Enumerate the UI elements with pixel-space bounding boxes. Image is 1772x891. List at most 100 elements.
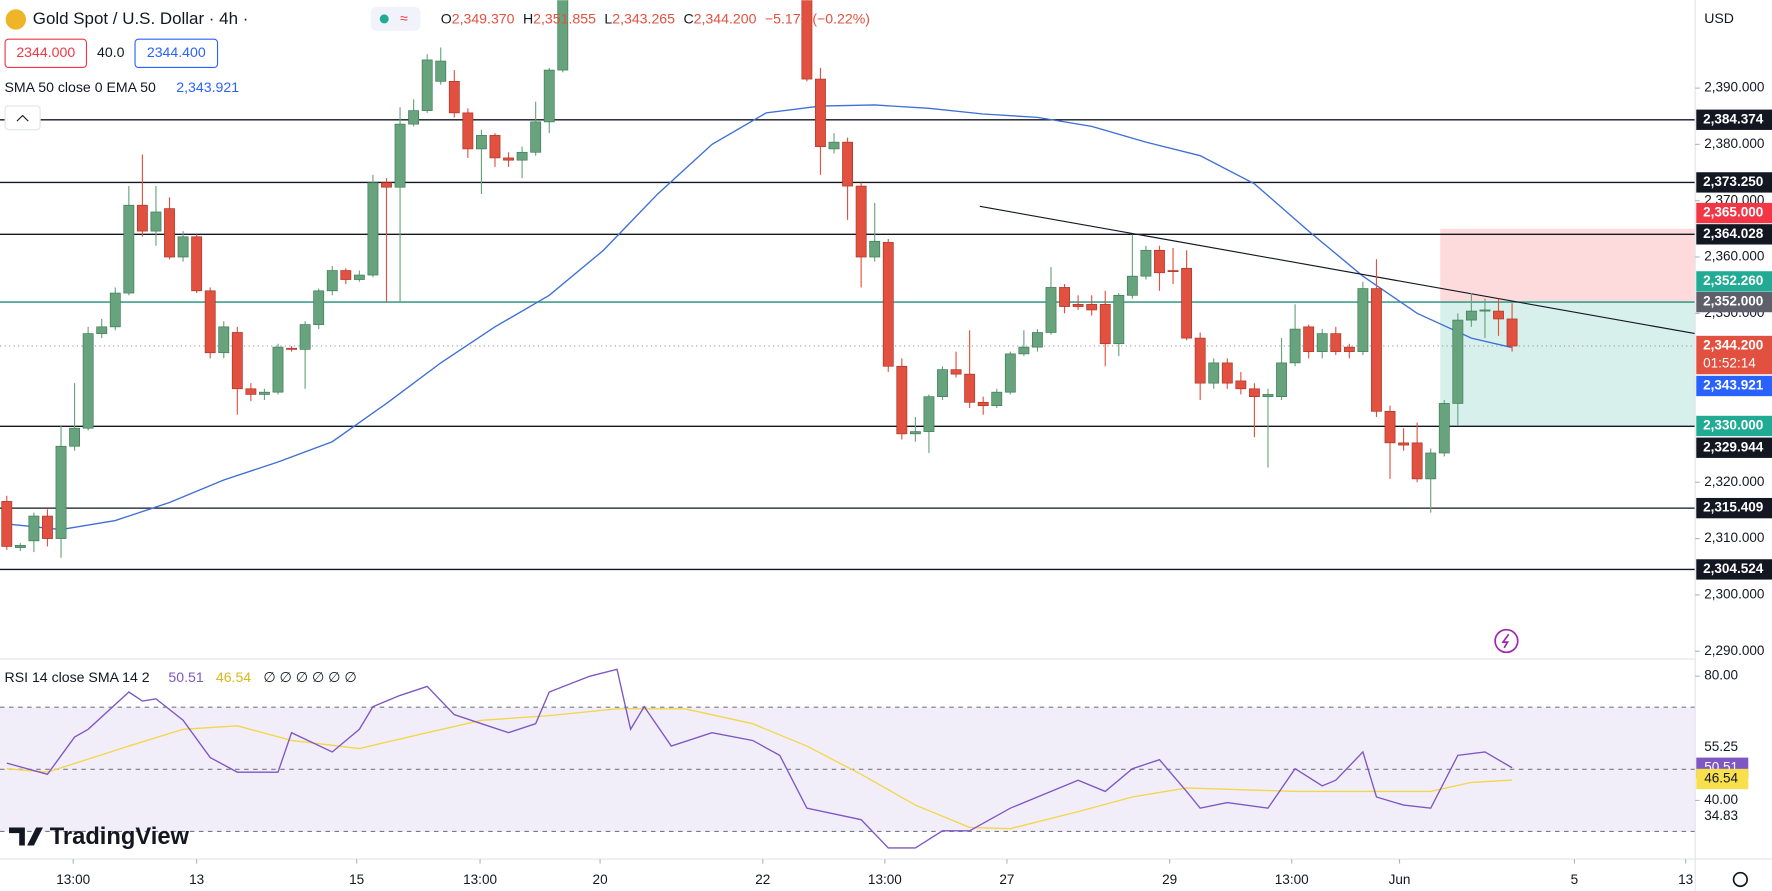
status-icon: ≈ xyxy=(400,10,408,26)
candle-body xyxy=(1452,319,1464,404)
candle-body xyxy=(1086,303,1098,311)
currency[interactable]: USD xyxy=(1704,10,1734,26)
candle-body xyxy=(1303,326,1315,352)
candle-body xyxy=(1032,332,1043,348)
candle-body xyxy=(272,346,284,393)
candle-body xyxy=(1384,410,1396,444)
candle-body xyxy=(204,290,216,354)
candle-body xyxy=(1316,333,1328,352)
candle-body xyxy=(475,135,487,150)
price-badge-label: 2,343.921 xyxy=(1703,378,1764,393)
price-badge-label: 2,365.000 xyxy=(1703,205,1763,220)
y-tick-label: 2,310.000 xyxy=(1704,530,1764,545)
price-badge-label: 2,304.524 xyxy=(1703,561,1764,576)
candle-body xyxy=(1479,309,1491,312)
candle-body xyxy=(313,290,325,325)
candle-body xyxy=(909,431,921,435)
candle-body xyxy=(977,401,989,407)
ohlc-value: 2,343.265 xyxy=(612,10,675,26)
stop-zone xyxy=(1440,228,1696,303)
candle-body xyxy=(462,112,474,150)
price-badge xyxy=(1696,291,1772,313)
candle-body xyxy=(489,135,501,159)
x-tick-label: 15 xyxy=(349,872,364,887)
axes: 2,390.0002,380.0002,370.0002,360.0002,35… xyxy=(56,80,1772,887)
ohlc-key: C xyxy=(683,10,693,26)
y-tick-label: 80.00 xyxy=(1704,668,1738,683)
candle-body xyxy=(1181,267,1193,339)
candle-body xyxy=(1289,328,1301,364)
candle-body xyxy=(1167,270,1179,273)
candle-body xyxy=(367,182,379,276)
candle-body xyxy=(421,59,433,111)
candle-body xyxy=(869,240,881,258)
candle-body xyxy=(14,545,26,548)
candle-body xyxy=(937,369,948,398)
ohlc-key: H xyxy=(523,10,533,26)
candle-body xyxy=(1113,294,1125,345)
rsi-sma-value: 46.54 xyxy=(216,669,251,685)
candle-body xyxy=(1248,388,1260,398)
price-badge-label: 2,384.374 xyxy=(1703,111,1764,126)
sell-price: 2344.000 xyxy=(16,44,75,60)
price-badge xyxy=(1696,497,1772,519)
price-badge xyxy=(1696,202,1772,224)
candle-body xyxy=(950,369,962,375)
candle-body xyxy=(42,515,53,539)
buy-button[interactable] xyxy=(134,38,219,69)
x-tick-label: 13 xyxy=(1678,872,1693,887)
candle-body xyxy=(842,141,854,187)
price-badge xyxy=(1696,109,1772,130)
trend-line xyxy=(979,205,1696,335)
candle-body xyxy=(1465,310,1477,321)
x-tick-label: 13:00 xyxy=(868,872,902,887)
price-badge-label: 2,364.028 xyxy=(1703,226,1764,241)
collapse-button[interactable] xyxy=(4,105,41,131)
price-badge xyxy=(1696,437,1772,458)
price-badge xyxy=(1696,271,1772,292)
y-tick-label: 2,380.000 xyxy=(1704,136,1764,151)
alert-icon[interactable] xyxy=(1494,628,1519,654)
candle-body xyxy=(1045,287,1057,333)
rsi-badge xyxy=(1696,768,1749,790)
candle-body xyxy=(1194,337,1206,384)
header: Gold Spot / U.S. Dollar · 4h · ≈ O2,349.… xyxy=(4,7,1748,888)
x-tick-label: 13:00 xyxy=(1275,872,1309,887)
candle-body xyxy=(1438,403,1450,454)
candle-body xyxy=(815,78,826,147)
candle-body xyxy=(1371,288,1382,412)
ohlc-key: O xyxy=(441,10,452,26)
candle-body xyxy=(1343,346,1355,352)
sell-button[interactable] xyxy=(4,38,88,69)
candle-body xyxy=(1425,452,1437,480)
x-tick-label: 13 xyxy=(189,872,204,887)
y-tick-label: 2,390.000 xyxy=(1704,80,1764,95)
candle-body xyxy=(218,326,230,354)
price-badge-label: 2,373.250 xyxy=(1703,174,1763,189)
rsi-badge-label: 34.83 xyxy=(1704,808,1738,823)
settings-icon[interactable] xyxy=(1732,871,1748,888)
candle-body xyxy=(109,292,121,328)
candle-body xyxy=(964,373,976,403)
y-tick-label: 2,320.000 xyxy=(1704,474,1764,489)
candle-body xyxy=(923,396,935,432)
status-pill[interactable] xyxy=(370,7,421,31)
candle-body xyxy=(1357,288,1369,352)
candle-body xyxy=(882,242,894,367)
candle-body xyxy=(435,60,447,82)
candle-body xyxy=(1493,310,1504,320)
x-tick-label: 22 xyxy=(755,872,770,887)
y-tick-label: 2,360.000 xyxy=(1704,249,1764,264)
candle-body xyxy=(1126,275,1138,296)
ohlc-key: L xyxy=(604,10,612,26)
target-zone xyxy=(1440,302,1696,426)
rsi-label: RSI 14 close SMA 14 2 xyxy=(5,669,150,685)
indicator-value: 2,343.921 xyxy=(176,79,239,95)
candle-body xyxy=(855,185,867,258)
price-badge-label: 2,352.260 xyxy=(1703,273,1763,288)
candle-body xyxy=(340,270,352,280)
candle-body xyxy=(408,110,420,125)
price-badge xyxy=(1696,172,1772,193)
price-badge-label: 2,344.200 xyxy=(1703,338,1763,353)
y-tick-label: 2,300.000 xyxy=(1704,586,1764,601)
